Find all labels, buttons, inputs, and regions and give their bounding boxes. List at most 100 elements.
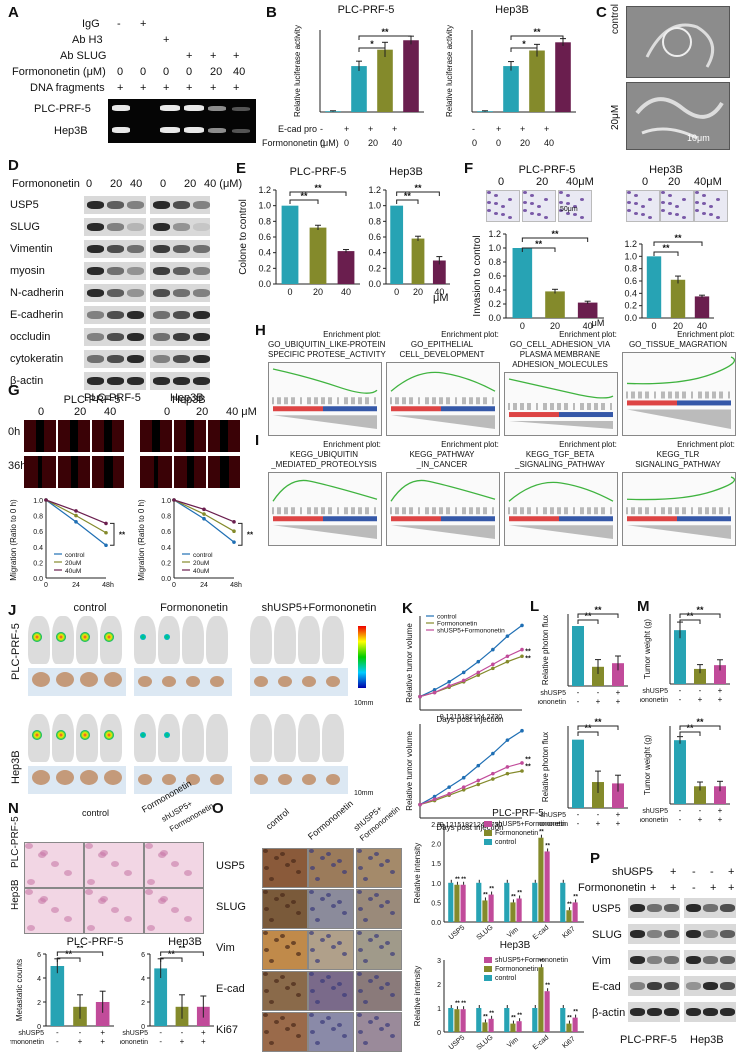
nucleus [315, 959, 320, 963]
ihc-image [356, 1012, 402, 1052]
o-marker-label: USP5 [216, 860, 245, 872]
o-group-form: Formononetin [306, 798, 355, 842]
gsea-plot [622, 352, 736, 436]
nucleus [320, 897, 325, 901]
cell-dot [634, 202, 638, 205]
nucleus [263, 972, 268, 976]
wound-image [92, 420, 124, 452]
d-header: Formononetin [12, 178, 80, 190]
data-point [104, 521, 108, 526]
bar [516, 898, 522, 922]
row-value: + [180, 1037, 185, 1046]
g-title-hep3b: Hep3B [172, 394, 206, 406]
row-value: - [159, 1028, 162, 1037]
mouse-image [134, 714, 156, 762]
sig-label: ** [178, 946, 186, 953]
ihc-image [308, 848, 354, 888]
nucleus [390, 1034, 395, 1038]
sig-label: ** [594, 717, 602, 727]
sig-bracket [577, 725, 619, 730]
data-point [505, 654, 510, 659]
ihc-image [308, 1012, 354, 1052]
nucleus [331, 986, 336, 990]
legend-label: control [65, 552, 85, 559]
row-value: + [616, 810, 621, 819]
row-value: - [577, 688, 580, 697]
nucleus [358, 948, 363, 952]
cell-dot [641, 205, 645, 208]
cell-label-plc: PLC-PRF-5 [34, 103, 91, 115]
a-value-form: 0 [140, 66, 147, 78]
nucleus [385, 941, 390, 945]
legend-label: shUSP5+Formononetin [495, 821, 568, 828]
row-label-formononetin: Formononetin (μM) [12, 66, 106, 78]
y-axis-label: Colone to control [238, 199, 249, 275]
row-value: + [718, 695, 723, 704]
wound-gap [186, 456, 194, 488]
nucleus [358, 1030, 363, 1034]
x-tick-label: 24 [72, 582, 80, 589]
b-row1-value: + [368, 124, 374, 134]
sig-bracket [577, 613, 619, 618]
bioluminescence-signal [140, 732, 146, 738]
data-point [476, 659, 481, 664]
panel-label-i: I [255, 432, 260, 449]
tumor-image [138, 676, 152, 687]
nucleus [296, 870, 301, 874]
sig-bracket [289, 199, 319, 204]
mouse-image [52, 616, 74, 664]
nucleus [326, 934, 331, 938]
tumor-image [254, 774, 268, 785]
legend-swatch [484, 830, 492, 836]
bar [572, 626, 584, 686]
data-point [432, 688, 437, 692]
data-point [74, 513, 78, 518]
gsea-svg [626, 356, 736, 429]
x-tick-label: Vim [506, 926, 520, 939]
row-label: Formononetin [538, 821, 566, 828]
cell-dot [702, 194, 706, 197]
nucleus [379, 904, 384, 908]
blot-band [173, 355, 190, 363]
c-label-control: control [610, 3, 621, 34]
wound-gap [70, 420, 78, 452]
nucleus [358, 989, 363, 993]
chart-title-f1: PLC-PRF-5 [518, 164, 576, 176]
nucleus [385, 982, 390, 986]
x-axis-label: Days post injection [436, 823, 503, 832]
b-row1-value: + [392, 124, 398, 134]
blot-strip [150, 262, 210, 280]
nucleus [363, 877, 368, 881]
data-point [447, 792, 451, 796]
nucleus [291, 941, 296, 945]
legend-label: shUSP5+Formononetin [437, 628, 505, 635]
rank-bar-red [273, 516, 323, 522]
row-value: + [596, 697, 601, 706]
nucleus [296, 952, 301, 956]
nucleus [363, 1000, 368, 1004]
d-protein-label: N-cadherin [10, 287, 64, 299]
nucleus [309, 890, 314, 894]
row-label: shUSP5 [642, 688, 668, 695]
cell-dot [682, 198, 686, 201]
nucleus [285, 986, 290, 990]
a-value-dna: + [163, 82, 170, 94]
y-tick-label: 0.6 [33, 529, 43, 536]
j-group-sh: shUSP5+Formononetin [261, 602, 377, 614]
row-label: Formononetin [640, 817, 668, 824]
tissue-spot [51, 861, 59, 867]
blot-band [686, 930, 701, 938]
blot-band [703, 930, 718, 938]
tissue-spot [145, 843, 153, 849]
bar [95, 1002, 110, 1026]
tumor-image [138, 774, 152, 785]
bar [592, 782, 604, 808]
nucleus [296, 993, 301, 997]
ranked-metric [509, 421, 613, 429]
data-point [74, 520, 78, 524]
b-row1-value: - [472, 124, 475, 134]
blot-band [107, 311, 124, 319]
sig-bracket [396, 199, 419, 204]
a-value-dna: + [210, 82, 217, 94]
nucleus [337, 900, 342, 904]
